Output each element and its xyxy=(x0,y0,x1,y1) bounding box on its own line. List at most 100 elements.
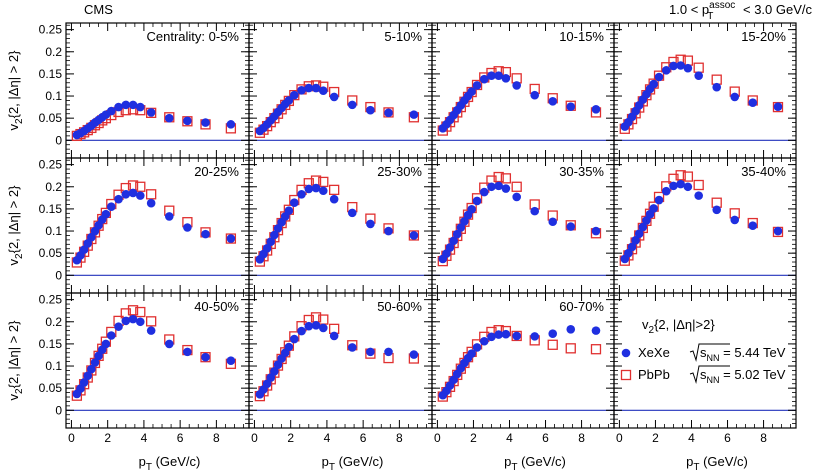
y-tick-label: 0 xyxy=(55,403,62,417)
x-tick-label: 8 xyxy=(760,431,767,445)
xexe-point xyxy=(748,98,758,107)
x-tick-label: 6 xyxy=(542,431,549,445)
xexe-point xyxy=(90,358,100,367)
xexe-point xyxy=(467,87,476,96)
pbpb-point xyxy=(127,305,139,316)
xexe-point xyxy=(676,61,685,70)
superscript: assoc xyxy=(709,0,735,11)
xexe-point xyxy=(121,100,131,110)
x-tick-label: 6 xyxy=(360,431,367,445)
xexe-point xyxy=(530,90,540,100)
xexe-point xyxy=(262,243,272,253)
panel-centrality-label: 25-30% xyxy=(377,164,422,179)
y-tick-label: 0.1 xyxy=(45,359,62,373)
xexe-point xyxy=(311,321,321,330)
xexe-point xyxy=(501,329,511,339)
y-tick-label: 0 xyxy=(55,133,62,147)
xexe-point xyxy=(83,239,93,248)
xexe-point xyxy=(384,226,393,236)
x-tick-label: 8 xyxy=(578,431,585,445)
xexe-point xyxy=(146,198,156,208)
xexe-point xyxy=(494,71,503,80)
xexe-point xyxy=(694,71,703,80)
xexe-point xyxy=(512,192,521,202)
text-tail: = 5.02 TeV xyxy=(720,367,786,382)
xexe-point xyxy=(548,217,558,227)
xexe-point xyxy=(226,120,236,129)
xexe-point xyxy=(304,184,314,194)
subscript: NN xyxy=(707,375,720,385)
y-tick-label: 0.25 xyxy=(39,158,63,172)
xexe-point xyxy=(712,205,722,215)
xexe-point xyxy=(289,198,299,208)
x-axis-title: pT (GeV/c) xyxy=(686,454,748,472)
xexe-point xyxy=(201,118,210,127)
xexe-point xyxy=(730,92,740,102)
x-tick-label: 0 xyxy=(616,431,623,445)
xexe-point xyxy=(512,81,521,90)
xexe-point xyxy=(311,83,321,93)
xexe-point xyxy=(146,108,156,117)
xexe-point xyxy=(87,232,96,242)
xexe-point xyxy=(624,248,633,258)
xexe-point xyxy=(501,74,511,83)
panel-centrality-label: 15-20% xyxy=(741,29,786,44)
xexe-point xyxy=(467,205,476,214)
xexe-point xyxy=(106,331,116,340)
xexe-point xyxy=(284,342,294,352)
xexe-point xyxy=(501,184,511,193)
panel: 15-20% xyxy=(613,22,797,159)
xexe-point xyxy=(530,206,540,216)
pbpb-point xyxy=(135,181,146,192)
xexe-point xyxy=(366,347,375,357)
text-tail: (GeV/c) xyxy=(699,454,747,469)
xexe-point xyxy=(638,222,648,232)
xexe-point xyxy=(566,222,576,231)
xexe-point xyxy=(591,226,601,236)
pbpb-point xyxy=(318,176,329,188)
xexe-point xyxy=(146,326,156,335)
y-tick-label: 0.15 xyxy=(39,337,63,351)
x-tick-label: 4 xyxy=(688,431,695,445)
pbpb-point xyxy=(318,314,329,325)
legend-label: XeXe xyxy=(638,345,670,360)
xexe-point xyxy=(452,229,462,239)
xexe-point xyxy=(649,79,658,89)
text-tail: {2, |Δη| > 2} xyxy=(6,185,21,254)
pbpb-point xyxy=(493,171,504,183)
xexe-point xyxy=(121,316,131,326)
text-base: v xyxy=(6,258,21,265)
xexe-point xyxy=(384,347,393,357)
xexe-point xyxy=(472,343,482,352)
legend-label: PbPb xyxy=(638,367,670,382)
xexe-point xyxy=(494,330,503,339)
subscript: T xyxy=(707,11,713,22)
subscript: 2 xyxy=(14,253,25,259)
text-tail: (GeV/c) xyxy=(517,454,565,469)
xexe-point xyxy=(347,343,357,352)
xexe-point xyxy=(114,322,123,331)
xexe-point xyxy=(773,102,783,111)
text-base: v xyxy=(6,123,21,130)
x-tick-label: 2 xyxy=(470,431,477,445)
xexe-point xyxy=(409,110,419,119)
xexe-point xyxy=(289,90,299,100)
panel: 0 2 4 6 8 60-70% pT (GeV/c) xyxy=(431,292,615,472)
xexe-point xyxy=(201,229,210,239)
panel-centrality-label: 35-40% xyxy=(741,164,786,179)
text-tail: {2, |Δη|>2} xyxy=(654,317,715,332)
xexe-point xyxy=(183,347,192,357)
x-tick-label: 0 xyxy=(251,431,258,445)
y-tick-label: 0.1 xyxy=(45,224,62,238)
text-base: p xyxy=(686,454,693,469)
y-axis-title: v2{2, |Δη| > 2} xyxy=(6,320,25,401)
xexe-point xyxy=(128,314,138,324)
panel: 0 2 4 6 8 50-60% pT (GeV/c) xyxy=(248,292,433,472)
xexe-point xyxy=(121,189,131,199)
x-tick-label: 4 xyxy=(141,431,148,445)
subscript: NN xyxy=(707,353,720,363)
xexe-point xyxy=(266,373,276,382)
panel-centrality-label: 10-15% xyxy=(559,29,604,44)
text-tail: (GeV/c) xyxy=(152,454,200,469)
pbpb-point xyxy=(500,173,512,184)
